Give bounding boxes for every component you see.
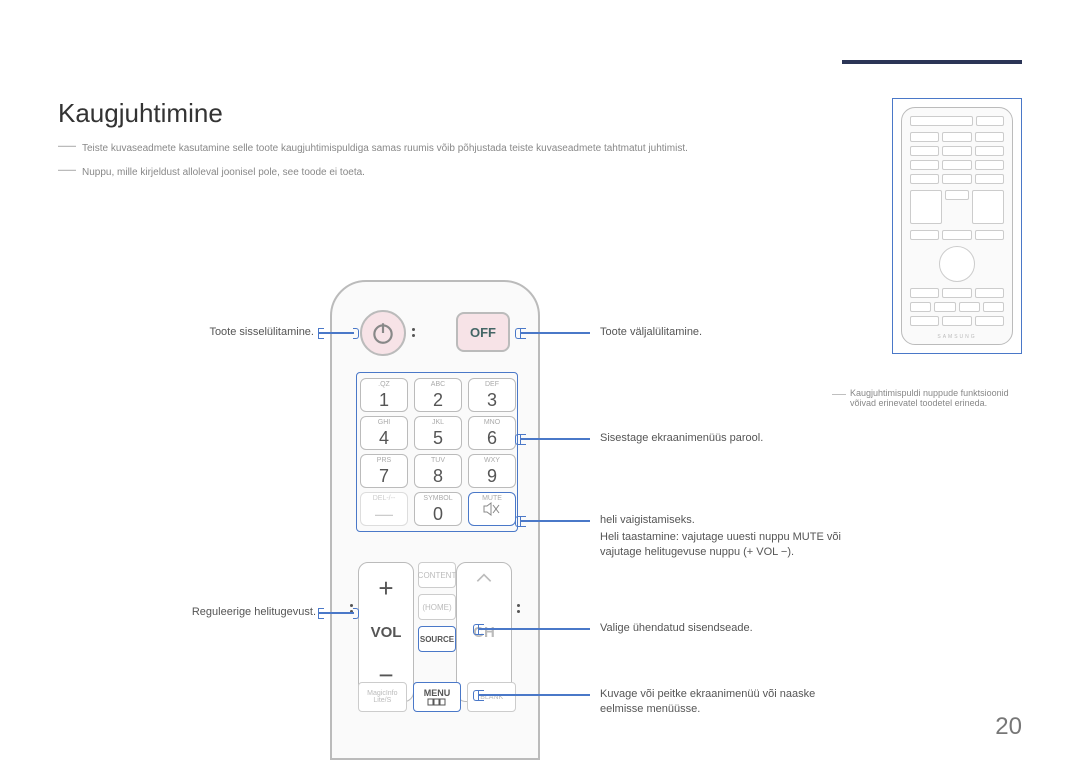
callout-mute2: Heli taastamine: vajutage uuesti nuppu M… bbox=[600, 530, 860, 561]
keypad-button-2: ABC2 bbox=[414, 378, 462, 412]
top-rule bbox=[842, 60, 1022, 64]
dot-icon bbox=[517, 610, 520, 613]
brand-label: SAMSUNG bbox=[902, 334, 1012, 340]
callout-power-off: Toote väljalülitamine. bbox=[600, 325, 702, 340]
callout-line bbox=[520, 520, 590, 522]
callout-line bbox=[520, 438, 590, 440]
keypad-button-3: DEF3 bbox=[468, 378, 516, 412]
menu-button: MENU bbox=[413, 682, 462, 712]
callout-line bbox=[520, 332, 590, 334]
small-note: ― Kaugjuhtimispuldi nuppude funktsioonid… bbox=[832, 388, 1022, 408]
dot-icon bbox=[517, 604, 520, 607]
off-label: OFF bbox=[470, 325, 496, 340]
callout-line bbox=[478, 694, 590, 696]
remote-thumbnail: SAMSUNG bbox=[901, 107, 1013, 345]
callout-mute: heli vaigistamiseks. bbox=[600, 513, 695, 528]
callout-line bbox=[478, 628, 590, 630]
keypad-button-6: MNO6 bbox=[468, 416, 516, 450]
page-title: Kaugjuhtimine bbox=[58, 98, 223, 129]
mute-icon bbox=[483, 508, 501, 519]
note-1: ― Teiste kuvaseadmete kasutamine selle t… bbox=[58, 140, 688, 154]
menu-icon bbox=[427, 698, 447, 706]
keypad-button-1: .QZ1 bbox=[360, 378, 408, 412]
bottom-button-row: MagicInfo Lite/S MENU BLANK bbox=[358, 682, 516, 712]
dot-icon bbox=[350, 604, 353, 607]
volume-rocker: + VOL − bbox=[358, 562, 414, 702]
callout-menu: Kuvage või peitke ekraanimenüü või naask… bbox=[600, 687, 860, 718]
note-2: ― Nuppu, mille kirjeldust alloleval joon… bbox=[58, 164, 365, 178]
callout-line bbox=[318, 612, 354, 614]
power-icon bbox=[370, 320, 396, 346]
home-button: (HOME) bbox=[418, 594, 456, 620]
plus-icon: + bbox=[378, 573, 393, 604]
content-button: CONTENT bbox=[418, 562, 456, 588]
callout-power-on: Toote sisselülitamine. bbox=[204, 325, 314, 340]
callout-password: Sisestage ekraanimenüüs parool. bbox=[600, 431, 763, 446]
note-text: Nuppu, mille kirjeldust alloleval joonis… bbox=[82, 167, 365, 178]
nav-circle bbox=[939, 246, 975, 282]
callout-vol: Reguleerige helitugevust. bbox=[190, 605, 316, 620]
source-label: SOURCE bbox=[420, 635, 454, 644]
vol-label: VOL bbox=[371, 624, 402, 641]
power-button bbox=[360, 310, 406, 356]
small-note-text: Kaugjuhtimispuldi nuppude funktsioonid v… bbox=[850, 388, 1022, 408]
chevron-up-icon bbox=[475, 573, 493, 583]
keypad-button-—: DEL-/--— bbox=[360, 492, 408, 526]
magicinfo-button: MagicInfo Lite/S bbox=[358, 682, 407, 712]
callout-source: Valige ühendatud sisendseade. bbox=[600, 621, 753, 636]
off-button: OFF bbox=[456, 312, 510, 352]
keypad-button-7: PRS7 bbox=[360, 454, 408, 488]
middle-column: CONTENT (HOME) SOURCE bbox=[418, 562, 456, 658]
dash-icon: ― bbox=[832, 388, 846, 408]
callout-line bbox=[318, 332, 354, 334]
page-number: 20 bbox=[995, 713, 1022, 741]
dot-icon bbox=[412, 328, 415, 331]
channel-rocker: CH bbox=[456, 562, 512, 702]
keypad-button-mute: MUTE bbox=[468, 492, 516, 526]
keypad-button-0: SYMBOL0 bbox=[414, 492, 462, 526]
remote-thumbnail-box: SAMSUNG bbox=[892, 98, 1022, 354]
dash-icon: ― bbox=[58, 140, 76, 150]
dash-icon: ― bbox=[58, 164, 76, 174]
keypad-button-4: GHI4 bbox=[360, 416, 408, 450]
remote-control-diagram: OFF .QZ1ABC2DEF3 GHI4JKL5MNO6 PRS7TUV8WXY9… bbox=[330, 280, 540, 760]
keypad-button-8: TUV8 bbox=[414, 454, 462, 488]
source-button: SOURCE bbox=[418, 626, 456, 652]
dot-icon bbox=[412, 334, 415, 337]
keypad-button-9: WXY9 bbox=[468, 454, 516, 488]
keypad-button-5: JKL5 bbox=[414, 416, 462, 450]
note-text: Teiste kuvaseadmete kasutamine selle too… bbox=[82, 143, 688, 154]
